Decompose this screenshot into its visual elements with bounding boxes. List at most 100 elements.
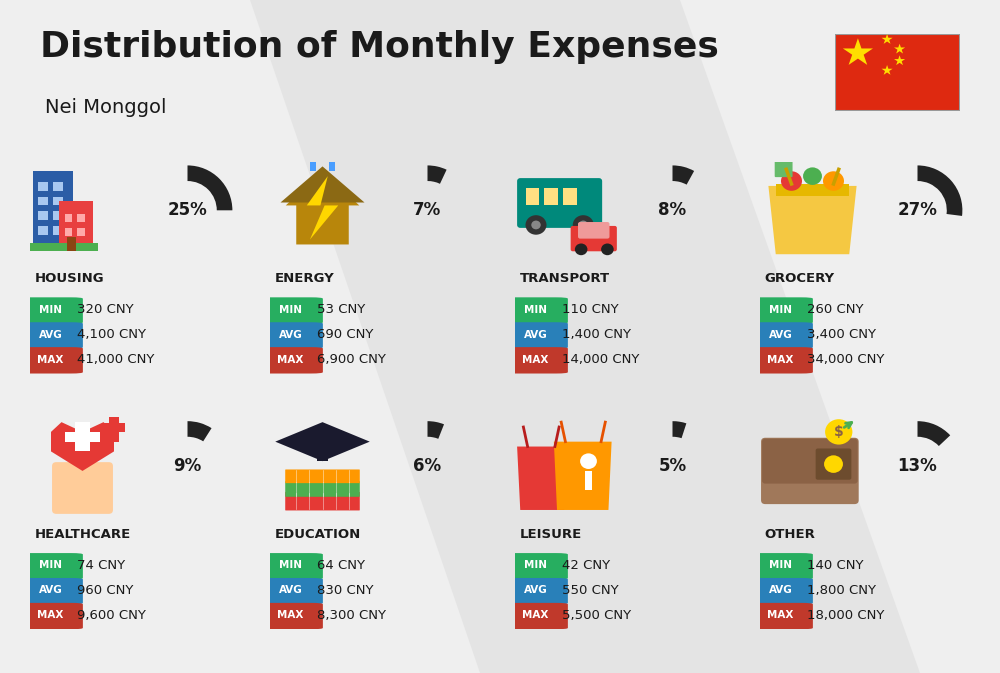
Text: 8%: 8% (658, 201, 687, 219)
Text: MIN: MIN (279, 305, 302, 315)
Text: 140 CNY: 140 CNY (807, 559, 864, 572)
Text: 7%: 7% (413, 201, 442, 219)
Bar (310, 160, 316, 172)
FancyBboxPatch shape (503, 297, 568, 324)
Wedge shape (918, 166, 962, 216)
Polygon shape (554, 441, 612, 510)
Bar (65, 228, 72, 236)
Polygon shape (275, 422, 370, 461)
Wedge shape (672, 421, 686, 438)
Text: MIN: MIN (279, 561, 302, 571)
FancyBboxPatch shape (258, 578, 323, 604)
Polygon shape (51, 422, 114, 471)
Wedge shape (188, 421, 212, 441)
Text: 690 CNY: 690 CNY (317, 328, 373, 341)
Circle shape (526, 215, 546, 235)
Bar (65, 214, 72, 222)
Text: 8,300 CNY: 8,300 CNY (317, 609, 386, 622)
Polygon shape (250, 0, 920, 673)
Bar (104, 423, 124, 432)
FancyBboxPatch shape (503, 553, 568, 579)
Text: HEALTHCARE: HEALTHCARE (35, 528, 131, 541)
Circle shape (823, 171, 844, 191)
Text: 34,000 CNY: 34,000 CNY (807, 353, 884, 366)
Bar (109, 417, 119, 441)
FancyBboxPatch shape (258, 553, 323, 579)
Text: 6%: 6% (413, 457, 442, 475)
Text: 260 CNY: 260 CNY (807, 304, 864, 316)
Text: 64 CNY: 64 CNY (317, 559, 365, 572)
FancyBboxPatch shape (748, 322, 813, 349)
Bar (585, 471, 592, 491)
FancyBboxPatch shape (835, 34, 960, 111)
FancyBboxPatch shape (748, 347, 813, 374)
Text: AVG: AVG (769, 586, 793, 596)
FancyBboxPatch shape (18, 347, 83, 374)
Text: ENERGY: ENERGY (275, 272, 334, 285)
Text: AVG: AVG (769, 330, 793, 340)
Text: 14,000 CNY: 14,000 CNY (562, 353, 639, 366)
Bar (526, 188, 539, 205)
Circle shape (601, 244, 614, 255)
FancyBboxPatch shape (762, 439, 858, 484)
FancyBboxPatch shape (748, 553, 813, 579)
FancyBboxPatch shape (18, 322, 83, 349)
Text: AVG: AVG (279, 330, 303, 340)
Bar (53, 182, 63, 191)
FancyBboxPatch shape (52, 462, 113, 514)
Text: 5%: 5% (658, 457, 687, 475)
FancyBboxPatch shape (503, 603, 568, 629)
Polygon shape (307, 176, 338, 240)
Text: MIN: MIN (769, 305, 792, 315)
Bar (329, 160, 335, 172)
Text: MIN: MIN (769, 561, 792, 571)
Bar (563, 188, 577, 205)
Bar (33, 172, 73, 244)
FancyBboxPatch shape (258, 347, 323, 374)
Text: OTHER: OTHER (765, 528, 816, 541)
Text: 18,000 CNY: 18,000 CNY (807, 609, 884, 622)
Polygon shape (517, 447, 568, 510)
Circle shape (575, 244, 587, 255)
Text: TRANSPORT: TRANSPORT (520, 272, 610, 285)
Circle shape (573, 215, 594, 235)
Text: GROCERY: GROCERY (765, 272, 835, 285)
FancyBboxPatch shape (258, 603, 323, 629)
FancyBboxPatch shape (18, 297, 83, 324)
FancyBboxPatch shape (258, 322, 323, 349)
Text: AVG: AVG (39, 586, 63, 596)
Text: 830 CNY: 830 CNY (317, 584, 374, 597)
Text: EDUCATION: EDUCATION (275, 528, 361, 541)
Polygon shape (843, 38, 873, 65)
FancyBboxPatch shape (748, 603, 813, 629)
FancyBboxPatch shape (285, 492, 360, 510)
Text: MIN: MIN (39, 305, 62, 315)
FancyBboxPatch shape (503, 578, 568, 604)
FancyBboxPatch shape (517, 178, 602, 228)
Text: MAX: MAX (767, 610, 794, 621)
Text: 13%: 13% (898, 457, 937, 475)
Text: 960 CNY: 960 CNY (77, 584, 133, 597)
FancyBboxPatch shape (816, 448, 851, 480)
Text: 1,800 CNY: 1,800 CNY (807, 584, 876, 597)
FancyBboxPatch shape (571, 226, 617, 251)
Text: MIN: MIN (39, 561, 62, 571)
Text: HOUSING: HOUSING (35, 272, 104, 285)
Text: MAX: MAX (37, 355, 64, 365)
FancyBboxPatch shape (285, 481, 360, 497)
Bar (776, 184, 849, 196)
FancyBboxPatch shape (258, 297, 323, 324)
Polygon shape (894, 44, 905, 54)
FancyBboxPatch shape (18, 553, 83, 579)
Text: 110 CNY: 110 CNY (562, 304, 619, 316)
Text: 42 CNY: 42 CNY (562, 559, 610, 572)
Bar (77, 228, 85, 236)
FancyBboxPatch shape (748, 578, 813, 604)
Text: AVG: AVG (39, 330, 63, 340)
Bar (30, 244, 98, 251)
Wedge shape (188, 166, 232, 210)
FancyBboxPatch shape (18, 603, 83, 629)
Bar (77, 214, 85, 222)
Polygon shape (882, 65, 893, 75)
Circle shape (824, 456, 843, 473)
